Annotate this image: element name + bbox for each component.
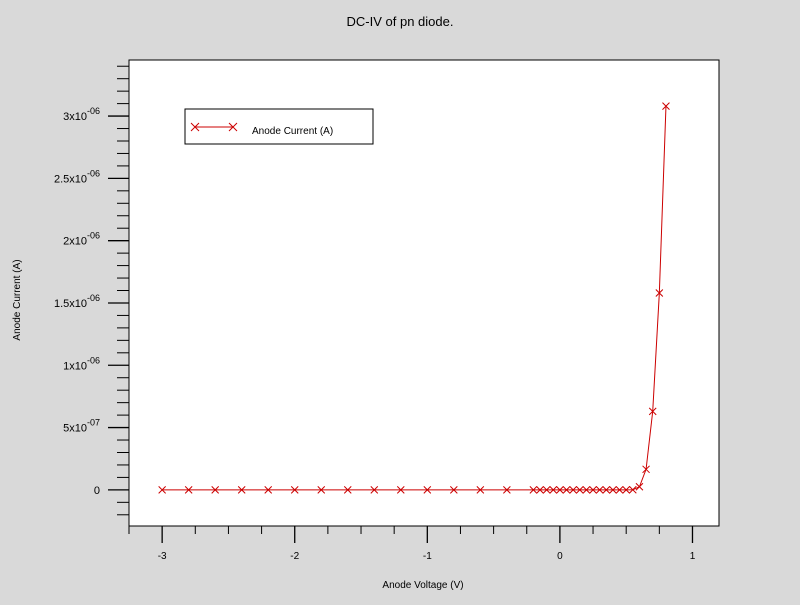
- y-tick-exponent: -06: [87, 231, 100, 241]
- legend-label: Anode Current (A): [252, 126, 333, 137]
- x-tick-label: -2: [290, 551, 299, 562]
- y-tick-mantissa: 5x10: [63, 423, 87, 435]
- legend: Anode Current (A): [185, 109, 373, 144]
- y-tick-mantissa: 2x10: [63, 236, 87, 248]
- y-tick-label: 0: [94, 485, 100, 497]
- x-axis: -3 -2 -1 0 1: [129, 526, 696, 562]
- y-tick-mantissa: 1x10: [63, 360, 87, 372]
- y-tick-mantissa: 2.5x10: [54, 173, 87, 185]
- y-axis: 05x10-071x10-061.5x10-062x10-062.5x10-06…: [54, 66, 129, 515]
- x-tick-label: -1: [423, 551, 432, 562]
- y-tick-exponent: -06: [87, 168, 100, 178]
- y-tick-label: 2.5x10-06: [54, 168, 100, 185]
- y-axis-label: Anode Current (A): [12, 259, 23, 340]
- y-tick-label: 2x10-06: [63, 231, 100, 248]
- y-tick-exponent: -06: [87, 355, 100, 365]
- y-tick-mantissa: 0: [94, 485, 100, 497]
- x-tick-label: 0: [557, 551, 563, 562]
- x-tick-label: 1: [690, 551, 696, 562]
- x-axis-label: Anode Voltage (V): [382, 580, 463, 591]
- y-tick-label: 3x10-06: [63, 106, 100, 123]
- y-tick-exponent: -06: [87, 293, 100, 303]
- y-tick-label: 1x10-06: [63, 355, 100, 372]
- y-tick-label: 5x10-07: [63, 418, 100, 435]
- y-tick-exponent: -07: [87, 418, 100, 428]
- chart-title: DC-IV of pn diode.: [347, 14, 454, 29]
- x-tick-label: -3: [158, 551, 167, 562]
- y-tick-mantissa: 1.5x10: [54, 298, 87, 310]
- y-tick-mantissa: 3x10: [63, 111, 87, 123]
- y-tick-exponent: -06: [87, 106, 100, 116]
- y-tick-label: 1.5x10-06: [54, 293, 100, 310]
